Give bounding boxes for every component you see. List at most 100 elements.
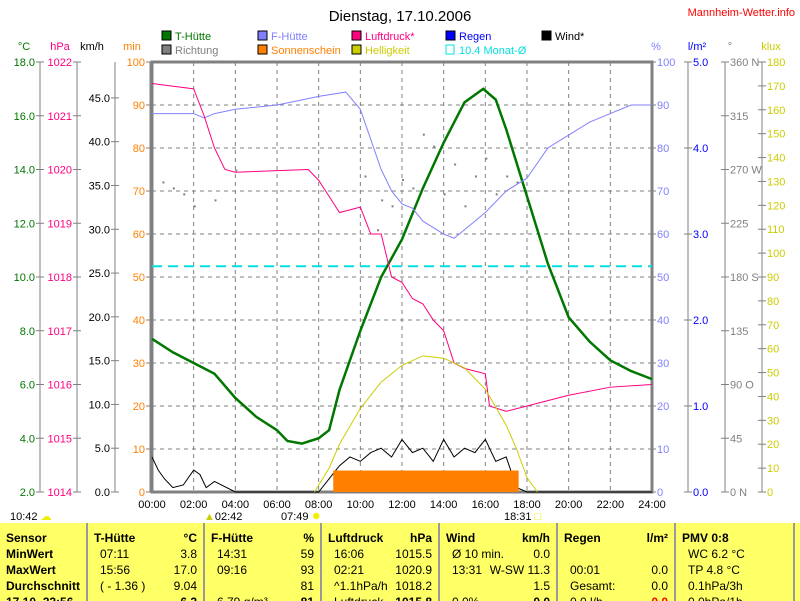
direction-point	[364, 175, 367, 178]
cell-value: 0.0	[651, 563, 668, 577]
table-row: 00:01 0.0	[564, 563, 668, 579]
cell-label: WC 6.2 °C	[688, 547, 745, 561]
axis-tick-label: 80	[133, 143, 145, 155]
axis-tick-label: 8.0	[20, 326, 35, 338]
table-column: Wind km/h Ø 10 min. 0.0 13:31 W-SW 11.3 1.5 0.0…	[440, 523, 558, 601]
table-row: MaxWert	[6, 563, 80, 579]
axis-tick-label: 1020	[48, 165, 72, 177]
cell-label: 17.10. 22:56	[6, 595, 73, 601]
table-row: ^1.1hPa/h 1018.2	[328, 579, 432, 595]
column-header: T-Hütte °C	[94, 531, 197, 547]
series-luftdruck-	[151, 83, 653, 412]
table-column: Regen l/m² 00:01 0.0 Gesamt: 0.0 0.0 l/h 0.0	[558, 523, 676, 601]
axis-tick-label: 180	[767, 57, 785, 69]
cell-value: 93	[300, 563, 314, 577]
direction-point	[464, 205, 467, 208]
axis-tick-label: 4.0	[20, 433, 35, 445]
legend-swatch	[161, 44, 172, 55]
current-time: 10:42 ☁	[10, 511, 52, 523]
legend-swatch	[351, 44, 362, 55]
cell-label: Luftdruck	[334, 595, 383, 601]
table-row: Gesamt: 0.0	[564, 579, 668, 595]
direction-point	[412, 187, 415, 190]
cell-value: 81	[301, 595, 314, 601]
legend-swatch	[445, 44, 455, 55]
x-tick-label: 14:00	[430, 499, 458, 511]
brand-link[interactable]: Mannheim-Wetter.info	[688, 7, 795, 19]
axis-tick-label: 30	[767, 415, 779, 427]
axis-tick-label: 100	[767, 248, 785, 260]
legend-swatch	[257, 30, 268, 41]
column-header: Luftdruck hPa	[328, 531, 432, 547]
axis-unit-direction: °	[728, 41, 732, 53]
axis-tick-label: 6.0	[20, 380, 35, 392]
axis-tick-label: 150	[767, 129, 785, 141]
axis-tick-label: 170	[767, 81, 785, 93]
cell-label: ( - 1.36 )	[100, 579, 146, 593]
table-row	[564, 547, 668, 563]
legend-swatch	[161, 30, 172, 41]
table-row: 6.2	[94, 595, 197, 601]
cell-value: 1015.8	[395, 595, 432, 601]
header-label: Sensor	[6, 531, 47, 545]
axis-tick-label: 0	[139, 487, 145, 499]
cell-value: 0.0	[651, 579, 668, 593]
axis-tick-label: 35.0	[89, 180, 110, 192]
cell-label: 13:31	[452, 563, 483, 577]
axis-tick-label: 5.0	[693, 57, 708, 69]
series-t-h-tte	[151, 87, 653, 445]
table-row: 07:11 3.8	[94, 547, 197, 563]
series-sonnenschein	[333, 470, 519, 492]
direction-point	[214, 199, 217, 202]
axis-tick-label: 18.0	[14, 57, 35, 69]
sunset-time: 18:31 □	[504, 511, 542, 523]
table-row: 17.10. 22:56	[6, 595, 80, 601]
legend-label: Luftdruck*	[365, 31, 415, 43]
axis-tick-label: 140	[767, 153, 785, 165]
x-tick-label: 24:00	[638, 499, 666, 511]
direction-point	[506, 175, 509, 178]
legend-swatch	[351, 30, 362, 41]
sunrise-time: 07:49 ✹	[281, 511, 321, 523]
axis-unit-temp: °C	[18, 41, 30, 53]
header-unit: °C	[183, 531, 197, 545]
cell-label: 02:21	[334, 563, 365, 577]
axis-tick-label: 40.0	[89, 137, 110, 149]
axis-tick-label: 0.0	[693, 487, 708, 499]
legend-label: Sonnenschein	[271, 45, 341, 57]
x-tick-label: 02:00	[180, 499, 208, 511]
table-row: 81	[211, 579, 314, 595]
direction-point	[454, 163, 457, 166]
cell-label: 00:01	[570, 563, 601, 577]
axis-tick-label: 10.0	[14, 272, 35, 284]
direction-point	[235, 169, 238, 172]
cell-label: 0.1hPa/3h	[688, 579, 743, 593]
axis-tick-label: 4.0	[693, 143, 708, 155]
cell-label: 09:16	[217, 563, 248, 577]
cell-value: 3.8	[180, 547, 197, 561]
axis-tick-label: 90	[133, 100, 145, 112]
table-row: 15:56 17.0	[94, 563, 197, 579]
table-row: TP 4.8 °C	[682, 563, 787, 579]
table-row: ( - 1.36 ) 9.04	[94, 579, 197, 595]
axis-unit-sunshine: min	[123, 41, 141, 53]
table-column: Luftdruck hPa 16:06 1015.5 02:21 1020.9 ^1.1hP…	[322, 523, 440, 601]
legend-label: F-Hütte	[271, 31, 308, 43]
cell-label: Gesamt:	[570, 579, 616, 593]
table-column: PMV 0:8 WC 6.2 °C TP 4.8 °C 0.1hPa/3h 0.0hPa…	[676, 523, 795, 601]
sun-cloud-icon: ☁	[40, 511, 52, 523]
axis-tick-label: 60	[133, 229, 145, 241]
axis-tick-label: 60	[767, 344, 779, 356]
sunset-icon: □	[534, 511, 542, 523]
cell-label: 0.0 l/h	[570, 595, 603, 601]
x-tick-label: 18:00	[513, 499, 541, 511]
axis-unit-light: klux	[761, 41, 781, 53]
column-header: F-Hütte%	[211, 531, 314, 547]
axis-tick-label: 160	[767, 105, 785, 117]
moonrise-time: ▲02:42	[204, 511, 243, 523]
header-unit: %	[303, 531, 314, 545]
direction-point	[193, 205, 196, 208]
table-row: 14:31 59	[211, 547, 314, 563]
direction-point	[391, 205, 394, 208]
